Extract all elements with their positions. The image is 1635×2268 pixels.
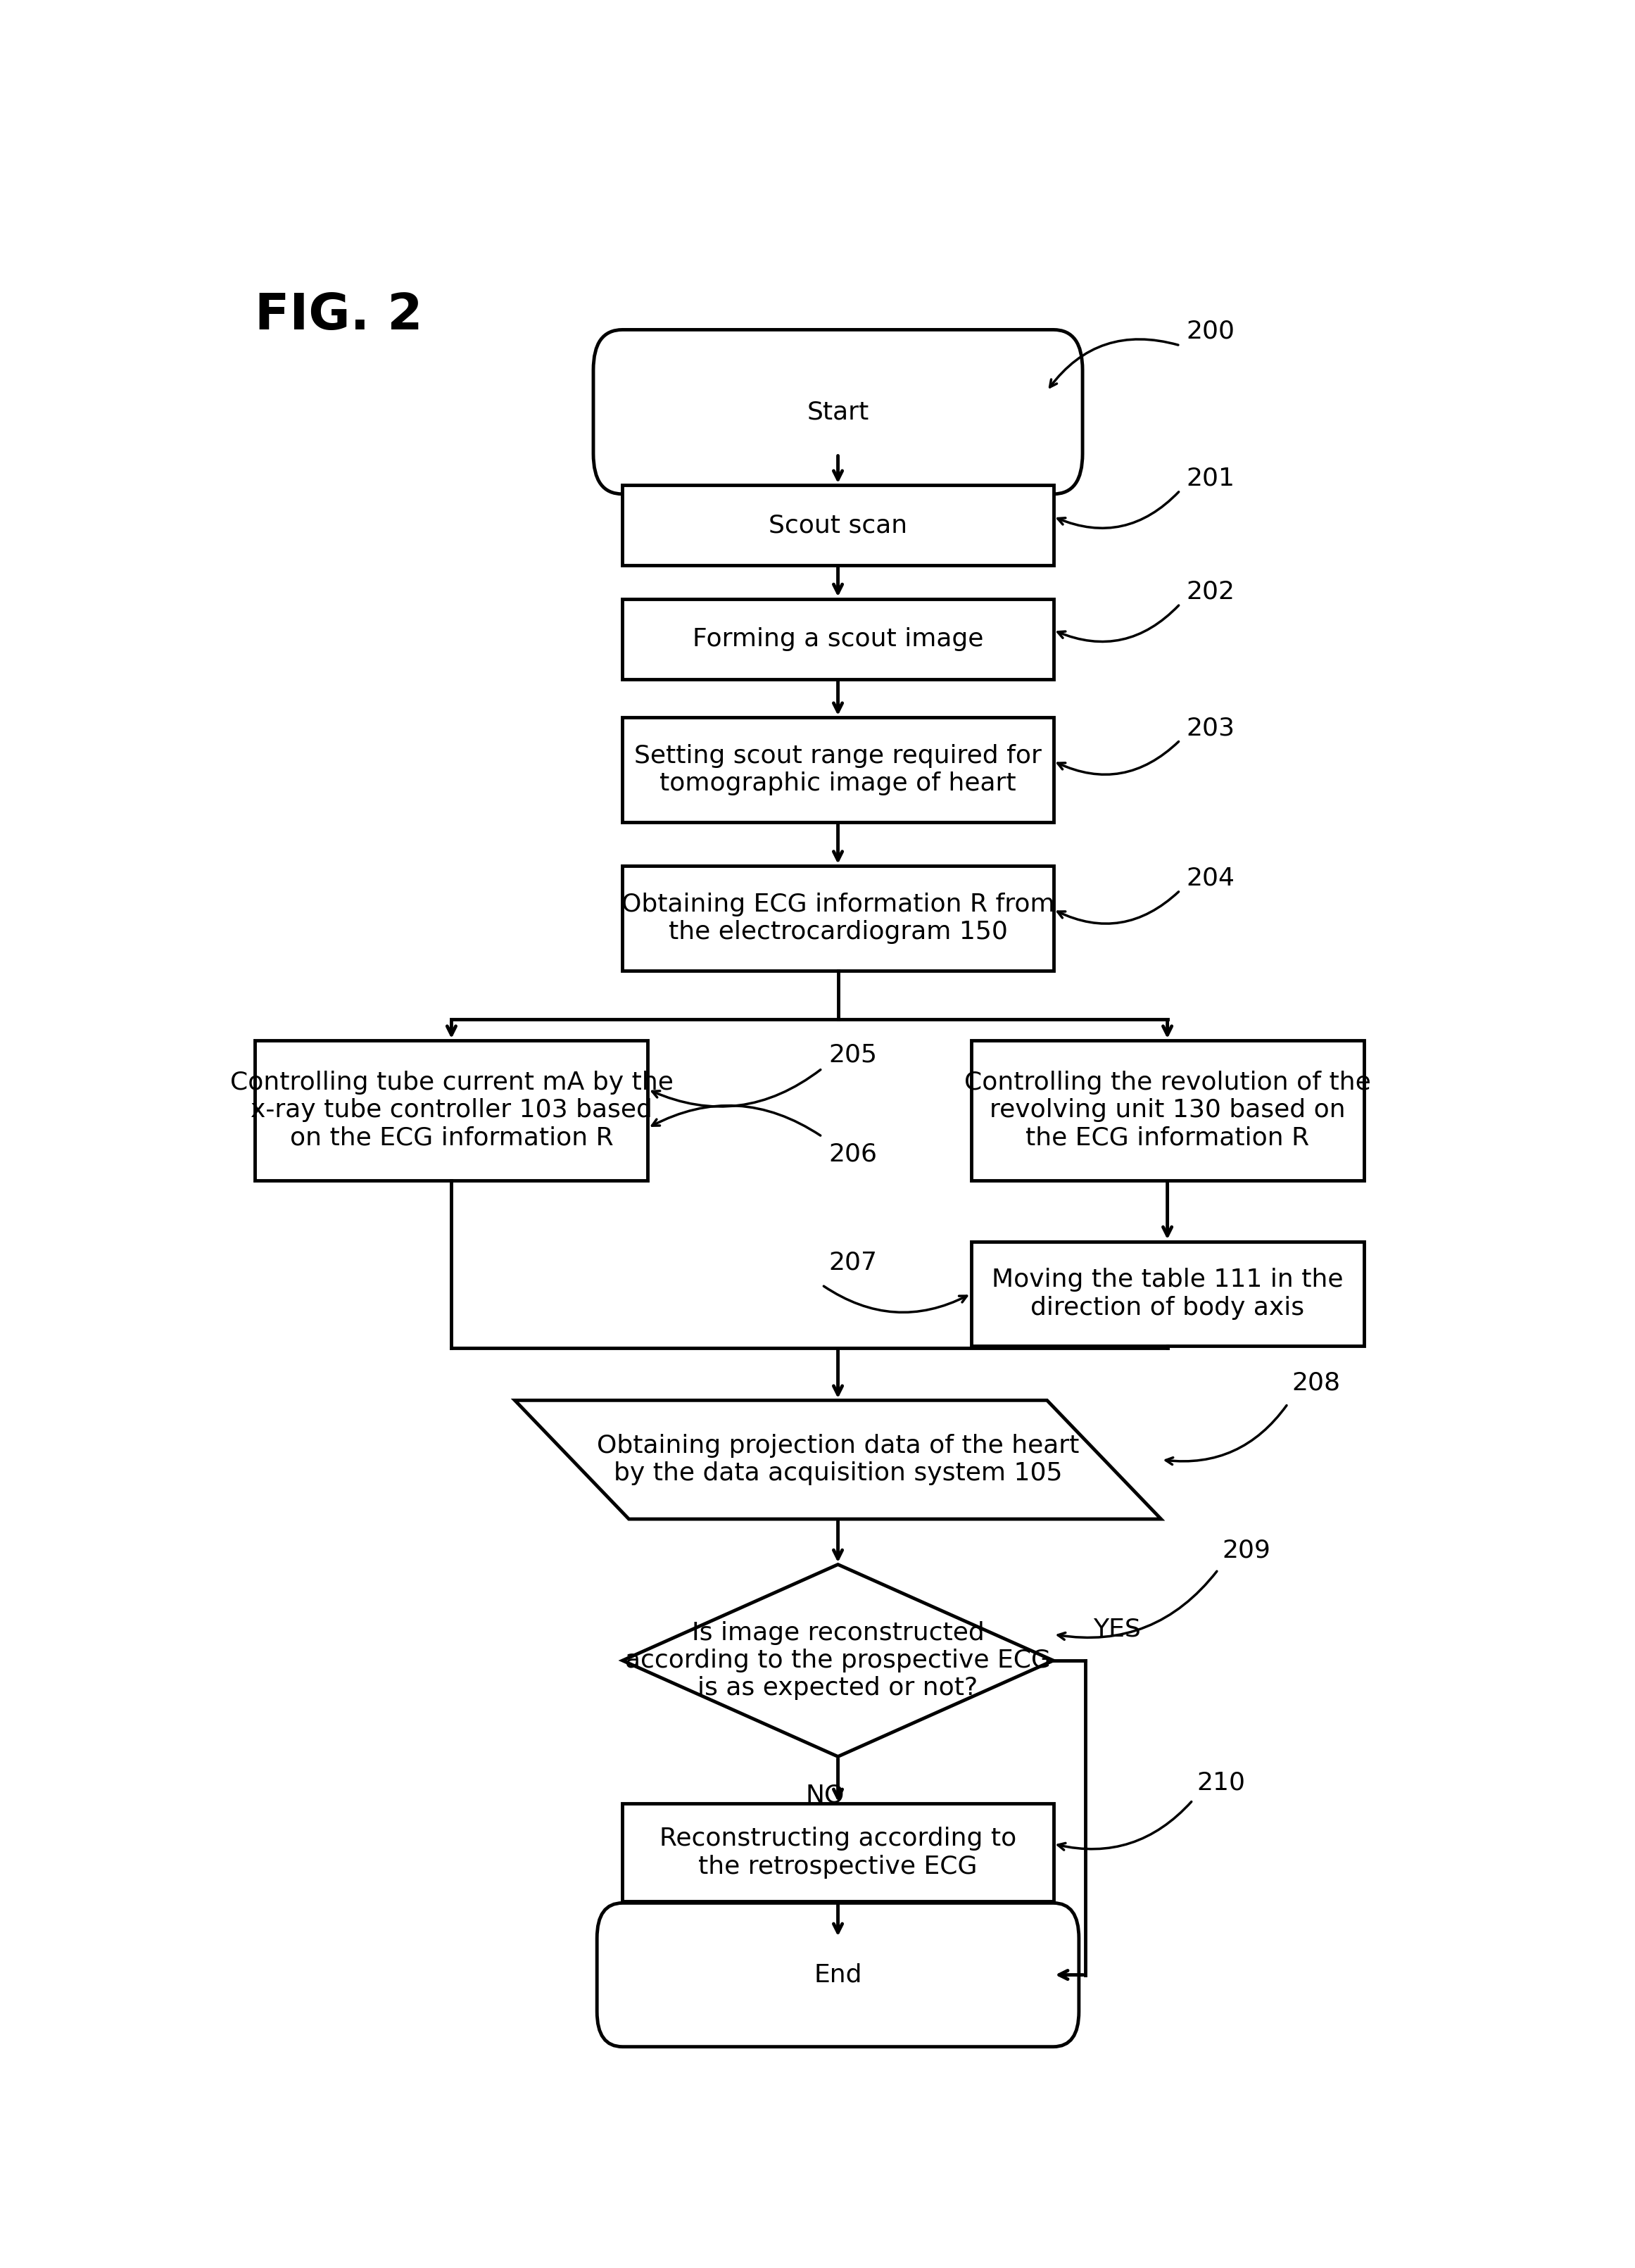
FancyBboxPatch shape <box>597 1903 1079 2046</box>
Text: 202: 202 <box>1187 581 1234 603</box>
Text: 209: 209 <box>1221 1538 1270 1563</box>
Text: Setting scout range required for
tomographic image of heart: Setting scout range required for tomogra… <box>634 744 1041 796</box>
Text: Obtaining ECG information R from
the electrocardiogram 150: Obtaining ECG information R from the ele… <box>621 894 1055 943</box>
Bar <box>623 485 1053 565</box>
Bar <box>623 866 1053 971</box>
Bar <box>623 599 1053 678</box>
Text: Reconstructing according to
the retrospective ECG: Reconstructing according to the retrospe… <box>659 1826 1017 1878</box>
Text: 208: 208 <box>1292 1370 1341 1395</box>
Text: YES: YES <box>1092 1617 1141 1642</box>
Text: Moving the table 111 in the
direction of body axis: Moving the table 111 in the direction of… <box>991 1268 1344 1320</box>
Text: 204: 204 <box>1187 866 1234 889</box>
Text: Obtaining projection data of the heart
by the data acquisition system 105: Obtaining projection data of the heart b… <box>597 1433 1079 1486</box>
Text: Scout scan: Scout scan <box>768 513 907 538</box>
Bar <box>255 1041 647 1179</box>
Text: Controlling the revolution of the
revolving unit 130 based on
the ECG informatio: Controlling the revolution of the revolv… <box>965 1070 1370 1150</box>
Text: 203: 203 <box>1187 717 1234 739</box>
Text: NO: NO <box>806 1783 845 1808</box>
Text: Forming a scout image: Forming a scout image <box>693 626 983 651</box>
Text: 207: 207 <box>829 1250 876 1275</box>
Text: 205: 205 <box>829 1043 876 1066</box>
Text: 206: 206 <box>829 1143 876 1166</box>
Bar <box>971 1041 1364 1179</box>
Bar <box>971 1241 1364 1347</box>
Text: Controlling tube current mA by the
x-ray tube controller 103 based
on the ECG in: Controlling tube current mA by the x-ray… <box>231 1070 674 1150</box>
Text: Is image reconstructed
according to the prospective ECG
is as expected or not?: Is image reconstructed according to the … <box>625 1622 1051 1701</box>
Text: 201: 201 <box>1187 467 1234 490</box>
FancyBboxPatch shape <box>594 329 1082 494</box>
Text: Start: Start <box>808 399 868 424</box>
Text: FIG. 2: FIG. 2 <box>255 293 423 340</box>
Polygon shape <box>623 1565 1053 1755</box>
Bar <box>623 1803 1053 1901</box>
Bar <box>623 717 1053 823</box>
Polygon shape <box>515 1399 1161 1520</box>
Text: End: End <box>814 1962 862 1987</box>
Text: 200: 200 <box>1187 320 1234 342</box>
Text: 210: 210 <box>1197 1771 1246 1794</box>
